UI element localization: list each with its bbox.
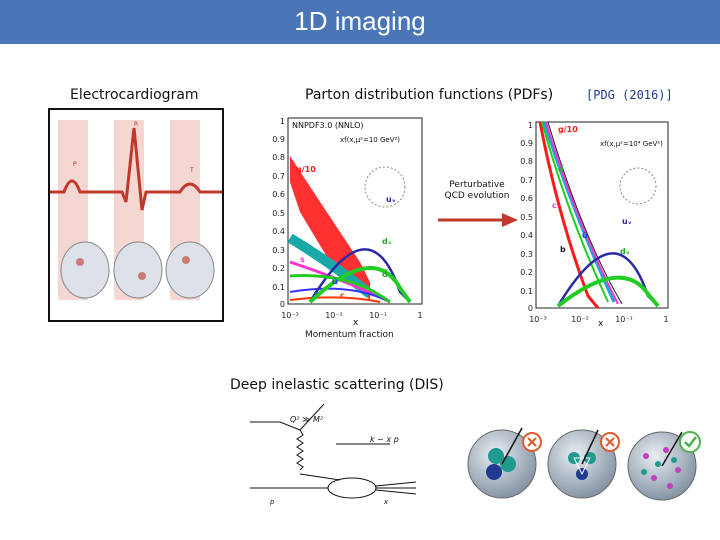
x-axis-label: x bbox=[353, 318, 359, 328]
tick-label: 10⁻² bbox=[571, 315, 589, 324]
curve-label: d̄ bbox=[558, 164, 564, 174]
p-label: p bbox=[269, 498, 275, 506]
curve-label: ū bbox=[332, 277, 338, 286]
plot-header: g/10 bbox=[558, 125, 578, 134]
proton-sphere-1 bbox=[467, 427, 537, 499]
tick-label: 1 bbox=[280, 117, 285, 126]
tick-label: 0.3 bbox=[272, 246, 285, 255]
x-axis-label-right: x bbox=[598, 319, 604, 329]
tick-label: 0.4 bbox=[272, 227, 285, 236]
tick-label: 0.1 bbox=[272, 283, 285, 292]
momentum-fraction-label: Momentum fraction bbox=[305, 330, 394, 340]
curve-label: ū bbox=[582, 231, 588, 240]
tick-label: 0.9 bbox=[272, 135, 285, 144]
pdg-citation: [PDG (2016)] bbox=[586, 88, 673, 102]
tick-label: 0.5 bbox=[272, 209, 285, 218]
svg-text:T: T bbox=[189, 167, 194, 174]
pdf-plot-right: 1 0.9 0.8 0.7 0.6 0.5 0.4 0.3 0.2 0.1 0 … bbox=[520, 121, 668, 324]
tick-label: 0 bbox=[528, 304, 533, 313]
curve-label: uᵥ bbox=[386, 195, 396, 204]
cross-icon-1 bbox=[522, 432, 542, 452]
tick-label: 0.2 bbox=[272, 264, 285, 273]
check-icon bbox=[679, 431, 701, 453]
curve-label: dᵥ bbox=[620, 247, 630, 256]
x-label: x bbox=[383, 498, 389, 506]
tick-label: 0.3 bbox=[520, 250, 533, 259]
curve-label: g/10 bbox=[296, 165, 316, 174]
tick-label: 0.7 bbox=[520, 176, 533, 185]
curve-label: s bbox=[300, 255, 305, 264]
tick-label: 0.1 bbox=[520, 287, 533, 296]
tick-label: 1 bbox=[417, 311, 422, 320]
evolution-arrow bbox=[438, 213, 518, 227]
svg-text:P: P bbox=[73, 161, 77, 168]
tick-label: 10⁻³ bbox=[281, 311, 299, 320]
ecg-label: Electrocardiogram bbox=[70, 87, 199, 103]
tick-label: 0.9 bbox=[520, 139, 533, 148]
pdfs-label: Parton distribution functions (PDFs) bbox=[305, 87, 554, 103]
dis-label: Deep inelastic scattering (DIS) bbox=[230, 377, 444, 393]
tick-label: 10⁻¹ bbox=[369, 311, 387, 320]
tick-label: 10⁻³ bbox=[529, 315, 547, 324]
tick-label: 10⁻² bbox=[325, 311, 343, 320]
tick-label: 0.4 bbox=[520, 231, 533, 240]
q2-label: Q² ≫ M² bbox=[290, 415, 324, 424]
tick-label: 1 bbox=[528, 121, 533, 130]
tick-label: 0.8 bbox=[272, 153, 285, 162]
proton-spheres bbox=[467, 427, 701, 501]
curve-label: c bbox=[340, 291, 345, 300]
k-label: k ~ x p bbox=[370, 435, 399, 444]
plot-scale: xf(x,μ²=10 GeV²) bbox=[340, 136, 400, 144]
curve-label: d̄ bbox=[382, 269, 388, 279]
curve-label: dᵥ bbox=[382, 237, 392, 246]
tick-label: 0.6 bbox=[520, 194, 533, 203]
tick-label: 0.2 bbox=[520, 268, 533, 277]
evolution-label: Perturbative QCD evolution bbox=[444, 180, 510, 201]
cross-icon-2 bbox=[600, 432, 620, 452]
tick-label: 0.6 bbox=[272, 190, 285, 199]
curve-label: b bbox=[560, 245, 566, 254]
svg-text:R: R bbox=[134, 121, 138, 128]
slide-title: 1D imaging bbox=[294, 6, 426, 36]
tick-label: 0.7 bbox=[272, 172, 285, 181]
tick-label: 1 bbox=[663, 315, 668, 324]
pdf-plot-left: 1 0.9 0.8 0.7 0.6 0.5 0.4 0.3 0.2 0.1 0 … bbox=[272, 117, 422, 320]
ecg-figure: P R T bbox=[48, 108, 224, 322]
tick-label: 0.8 bbox=[520, 157, 533, 166]
tick-label: 0.5 bbox=[520, 213, 533, 222]
proton-sphere-3 bbox=[627, 431, 697, 501]
tick-label: 0 bbox=[280, 300, 285, 309]
curve-label: c bbox=[552, 201, 557, 210]
curve-label: uᵥ bbox=[622, 217, 632, 226]
plot-scale: xf(x,μ²=10⁴ GeV²) bbox=[600, 140, 663, 148]
ecg-illustration: P R T bbox=[50, 120, 222, 300]
proton-sphere-2 bbox=[547, 429, 617, 499]
tick-label: 10⁻¹ bbox=[615, 315, 633, 324]
title-bar bbox=[0, 0, 720, 44]
plot-header: NNPDF3.0 (NNLO) bbox=[292, 121, 364, 130]
dis-diagram: Q² ≫ M² k ~ x p p x bbox=[250, 403, 417, 506]
